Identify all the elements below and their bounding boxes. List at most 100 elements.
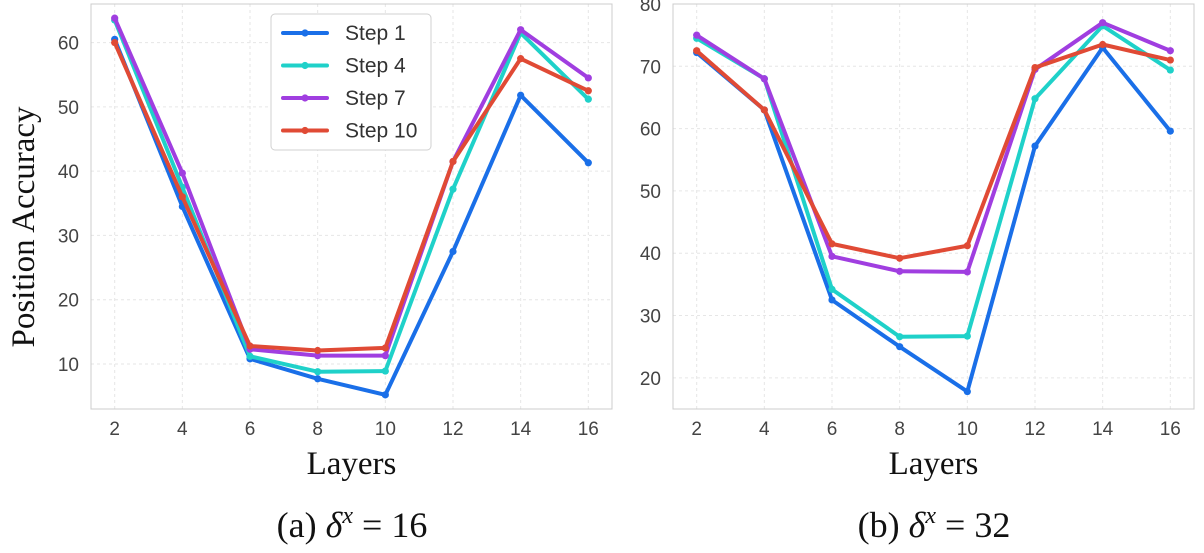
data-point [517,26,525,34]
x-axis-label: Layers [307,446,397,482]
legend-marker [301,29,309,37]
y-tick-label: 80 [640,0,661,16]
y-tick-label: 70 [640,57,661,78]
series-line-step-7 [112,16,591,358]
data-point [693,31,701,39]
legend-box [270,13,432,151]
series-line-step-10 [112,40,591,353]
x-tick-label: 16 [578,419,599,440]
data-point [178,193,186,201]
data-point [314,368,322,376]
data-point [314,375,322,383]
data-point [1099,40,1107,49]
data-point [314,352,322,360]
plot-area [673,4,1194,409]
legend: Step 1 Step 4 Step 7 Step 10 [270,13,432,151]
data-point [246,342,254,350]
x-tick-label: 10 [375,419,396,440]
data-point [896,333,904,341]
legend-marker [301,61,309,70]
data-point [963,242,971,250]
y-tick-label: 60 [640,120,661,141]
data-point [449,247,457,256]
data-point [449,185,457,193]
x-tick-label: 12 [442,419,463,440]
data-point [963,268,971,276]
plot-frame [90,3,613,410]
y-tick-label: 40 [58,162,79,183]
data-point [381,352,389,360]
data-point [584,87,592,95]
legend-label: Step 7 [345,87,406,110]
y-tick-label: 30 [640,307,661,328]
data-point [1099,19,1107,27]
data-point [584,74,592,82]
data-point [1031,63,1039,72]
panel-caption: (b) δx = 32 [858,503,1011,545]
data-point [828,296,836,304]
data-point [896,343,904,351]
y-tick-label: 20 [640,369,661,390]
chart-panel-1: 10 20 30 40 50 60 2 4 6 8 10 12 14 16 Layers (a) δx = 1… [58,3,613,545]
data-point [896,254,904,262]
data-point [760,106,768,114]
data-point [381,367,389,375]
x-tick-label: 6 [245,419,256,440]
x-axis-label: Layers [889,446,979,482]
x-tick-label: 2 [109,419,120,440]
y-tick-label: 40 [640,244,661,265]
data-point [517,55,525,63]
y-tick-label: 20 [58,291,79,312]
data-point [314,346,322,355]
data-point [1166,66,1174,74]
x-tick-label: 14 [510,419,532,440]
data-point [1166,56,1174,64]
data-point [381,391,389,399]
y-tick-label: 50 [640,182,661,203]
data-point [111,14,119,22]
plot-frame [672,3,1195,410]
legend-label: Step 4 [345,55,406,78]
y-tick-label: 10 [58,355,79,376]
y-tick-label: 60 [58,34,79,55]
x-tick-label: 4 [759,419,770,440]
data-point [760,75,768,83]
y-tick-label: 50 [58,98,79,119]
series-line-step-1 [112,37,591,397]
data-point [584,159,592,167]
data-point [1031,142,1039,150]
data-point [828,252,836,260]
data-point [381,344,389,352]
legend-marker [301,94,309,102]
data-point [178,169,186,177]
data-point [1166,127,1174,135]
data-point [828,240,836,248]
y-axis-label: Position Accuracy [6,106,42,348]
data-point [963,387,971,396]
series-line-step-1 [694,45,1173,394]
legend-label: Step 10 [345,120,417,143]
data-point [896,267,904,275]
data-point [1031,95,1039,103]
series-line-step-7 [694,20,1173,274]
x-tick-label: 2 [691,419,702,440]
data-point [111,38,119,47]
x-tick-label: 12 [1024,419,1045,440]
x-tick-label: 16 [1160,419,1181,440]
chart-panel-2: 20 30 40 50 60 70 80 2 4 6 8 10 12 14 16 Layers (b) δx =… [640,0,1195,545]
x-tick-label: 6 [827,419,838,440]
x-tick-label: 10 [957,419,978,440]
panel-caption: (a) δx = 16 [277,503,428,545]
data-point [246,352,254,360]
legend-label: Step 1 [345,22,406,45]
x-tick-label: 4 [177,419,188,440]
data-point [584,95,592,103]
x-tick-label: 8 [312,419,323,440]
data-point [1166,47,1174,55]
x-tick-label: 8 [894,419,905,440]
data-point [517,91,525,99]
data-point [963,332,971,340]
data-point [693,47,701,55]
legend-marker [301,126,309,135]
